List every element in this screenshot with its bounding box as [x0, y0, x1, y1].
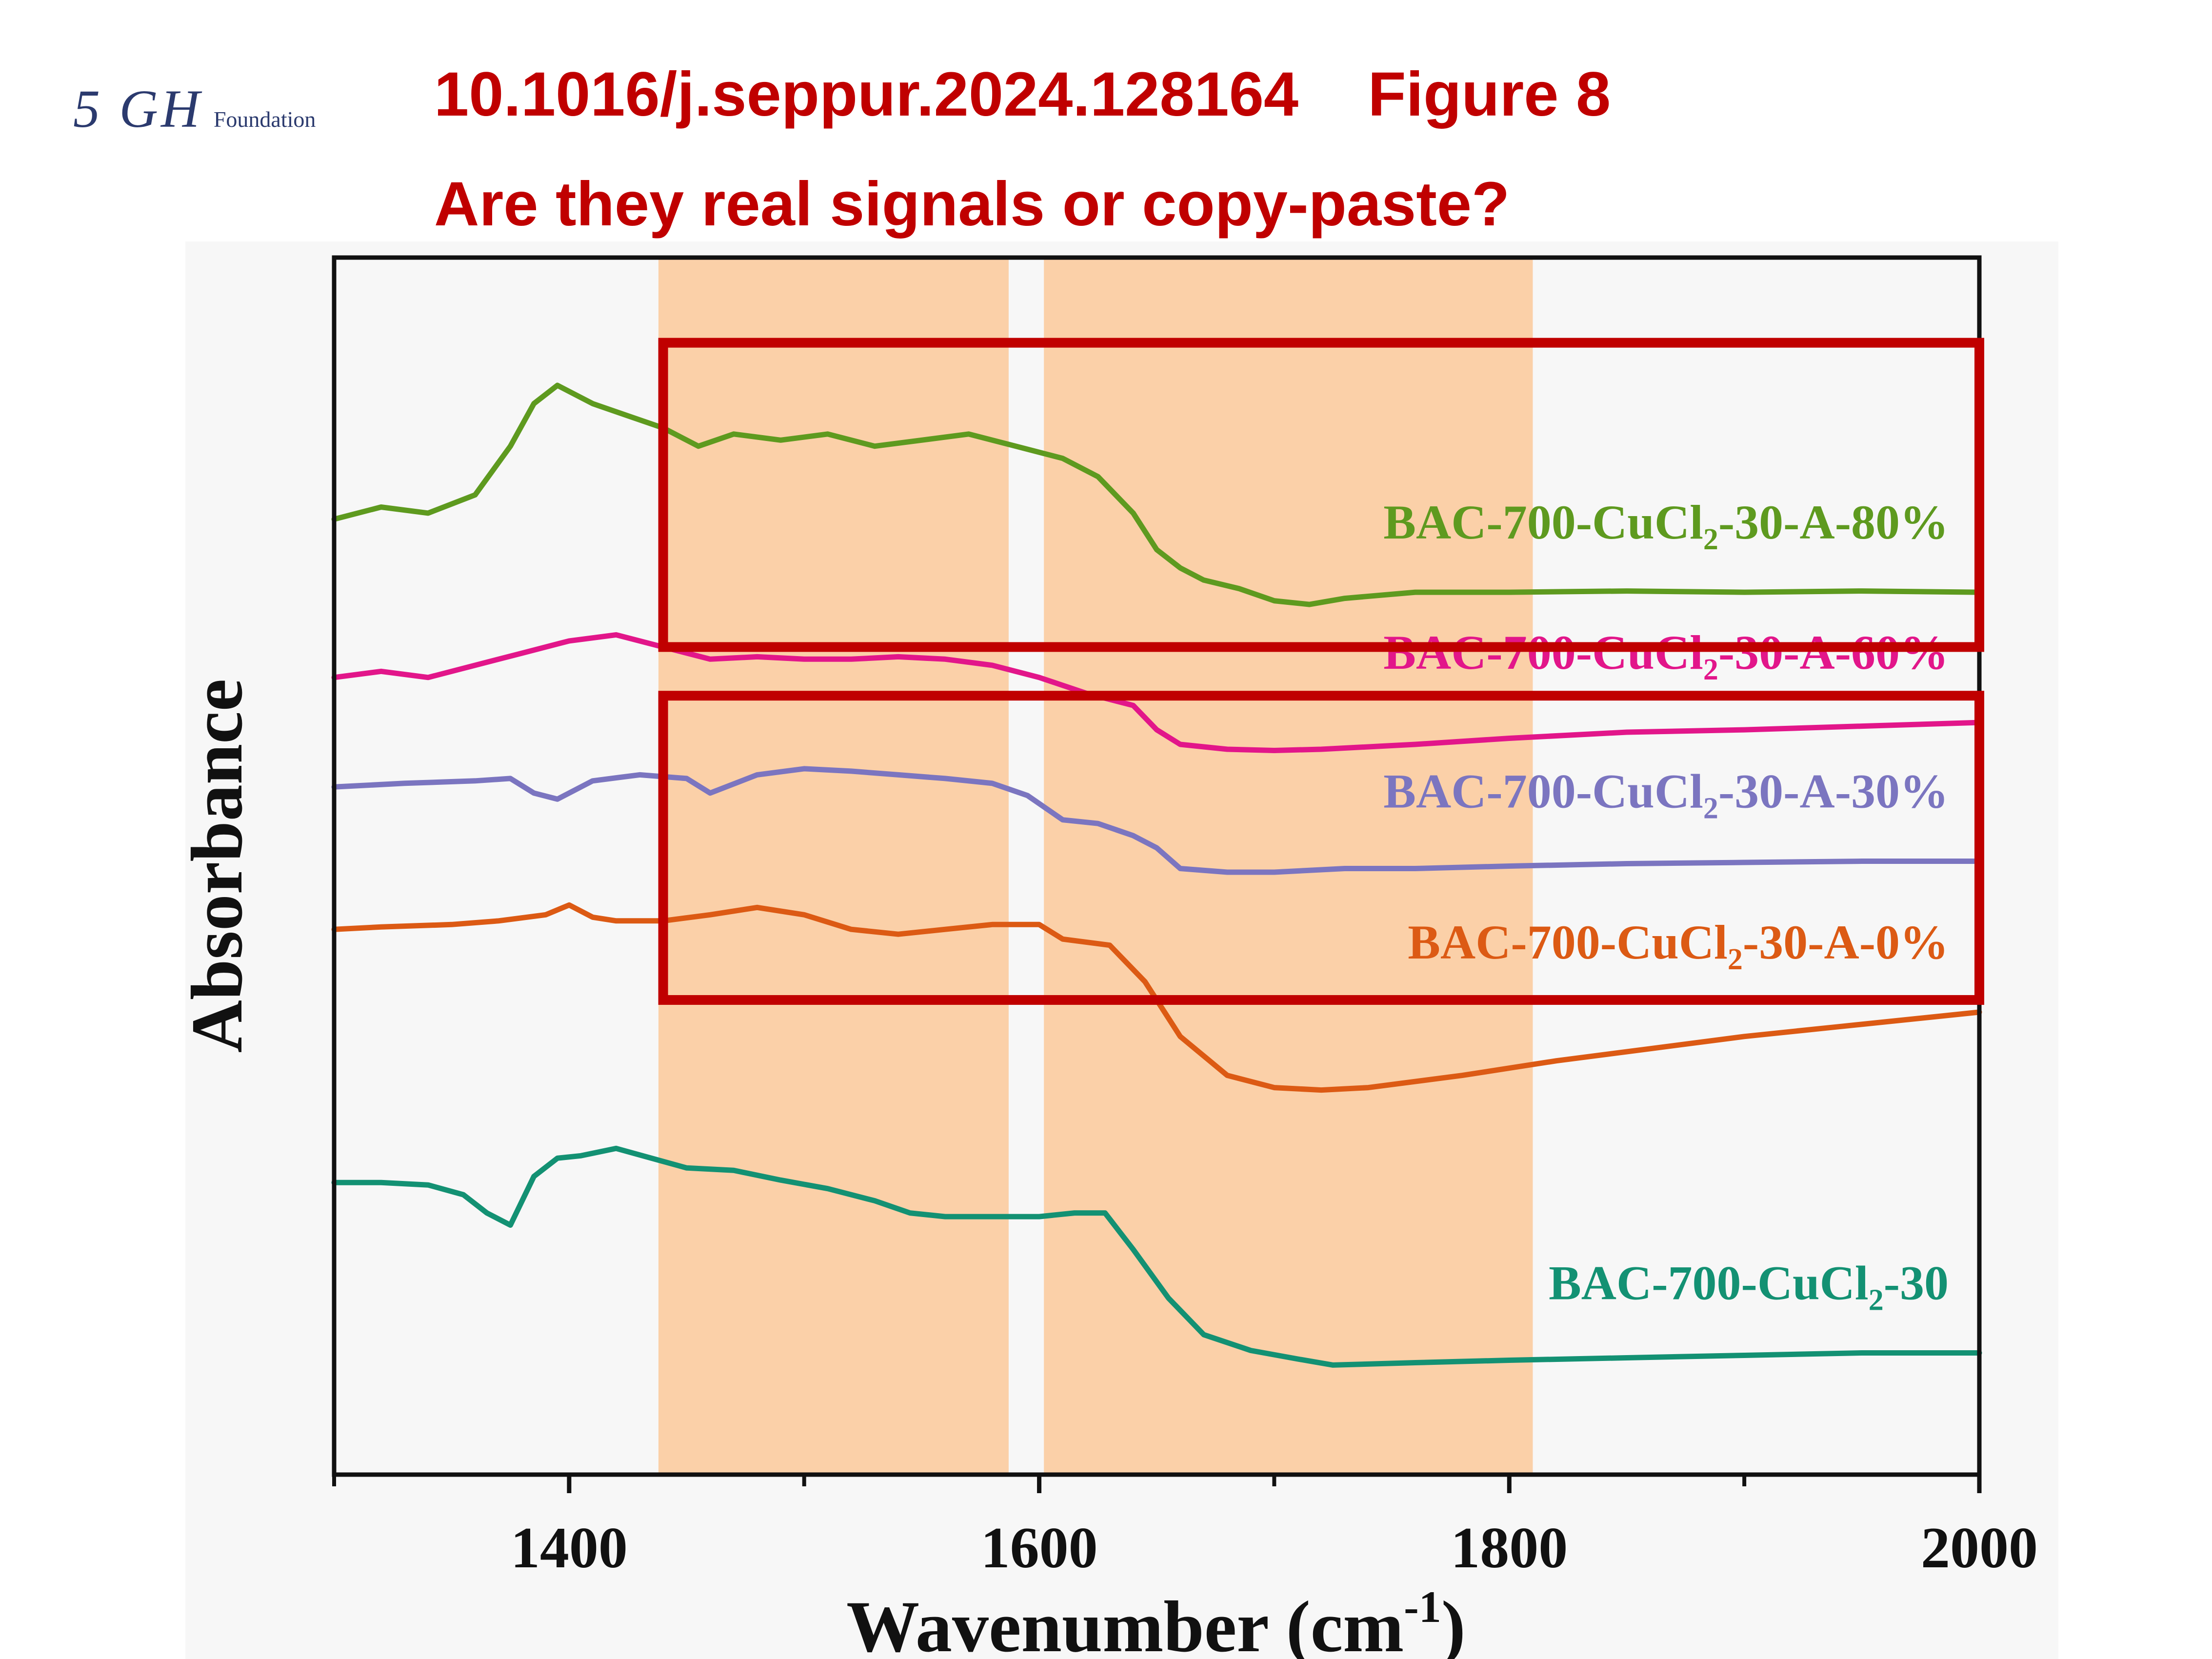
series-line-4 — [331, 902, 1982, 1093]
x-tick-label: 2000 — [1921, 1515, 2038, 1580]
series-line-5 — [331, 1145, 1982, 1368]
series-label-1: BAC-700-CuCl2-30-A-80% — [1383, 495, 1949, 556]
doi-text: 10.1016/j.seppur.2024.128164 — [434, 60, 1299, 129]
series-line-2 — [331, 632, 1982, 753]
x-axis-ticks: 1400 1600 1800 2000 — [332, 1475, 2038, 1580]
highlight-band-1 — [658, 258, 1009, 1475]
foundation-logo: 5 GH Foundation — [73, 78, 316, 140]
series-line-3 — [331, 766, 1982, 875]
highlight-box-2 — [658, 691, 1984, 1005]
series-label-4: BAC-700-CuCl2-30-A-0% — [1408, 915, 1949, 976]
series-label-5: BAC-700-CuCl2-30 — [1549, 1256, 1949, 1317]
x-tick-label: 1600 — [981, 1515, 1098, 1580]
highlight-box-1 — [658, 338, 1984, 652]
question-subtitle: Are they real signals or copy-paste? — [434, 169, 1510, 239]
spectra-layer — [331, 382, 1982, 1368]
y-axis-label: Absorbance — [177, 679, 258, 1053]
series-label-3: BAC-700-CuCl2-30-A-30% — [1383, 764, 1949, 825]
series-line-1 — [331, 382, 1982, 607]
page-title: 10.1016/j.seppur.2024.128164 Figure 8 — [434, 59, 1611, 130]
x-axis-label: Wavenumber (cm-1) — [846, 1582, 1466, 1659]
series-label-2: BAC-700-CuCl2-30-A-60% — [1383, 625, 1949, 686]
series-labels: BAC-700-CuCl2-30-A-80% BAC-700-CuCl2-30-A… — [1383, 495, 1949, 1317]
logo-mark: 5 GH — [73, 79, 203, 139]
figure-label: Figure 8 — [1368, 60, 1611, 129]
highlight-boxes — [658, 338, 1984, 1005]
logo-wordmark: Foundation — [213, 107, 316, 132]
x-tick-label: 1800 — [1451, 1515, 1568, 1580]
x-tick-label: 1400 — [511, 1515, 628, 1580]
